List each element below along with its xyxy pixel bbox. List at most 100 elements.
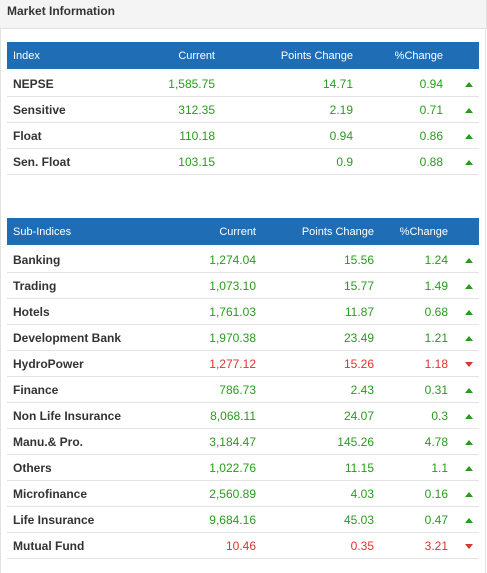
table-row: Sensitive 312.35 2.19 0.71 (7, 96, 479, 123)
triangle-up-icon (465, 439, 473, 445)
table-row: Life Insurance 9,684.16 45.03 0.47 (7, 506, 479, 533)
row-pct-change: 0.88 (359, 148, 449, 175)
row-current: 1,970.38 (162, 324, 262, 351)
table-row: Non Life Insurance 8,068.11 24.07 0.3 (7, 402, 479, 429)
row-points-change: 23.49 (262, 324, 380, 351)
panel-header: Market Information (0, 0, 487, 29)
row-current: 110.18 (119, 122, 221, 149)
row-current: 9,684.16 (162, 506, 262, 533)
row-points-change: 15.56 (262, 246, 380, 273)
row-trend (454, 454, 479, 481)
row-points-change: 0.35 (262, 532, 380, 559)
row-points-change: 24.07 (262, 402, 380, 429)
row-name: NEPSE (7, 70, 119, 97)
row-points-change: 2.43 (262, 376, 380, 403)
row-current: 8,068.11 (162, 402, 262, 429)
row-points-change: 15.26 (262, 350, 380, 377)
row-name: Non Life Insurance (7, 402, 162, 429)
row-points-change: 11.87 (262, 298, 380, 325)
row-trend (454, 246, 479, 273)
row-trend (454, 324, 479, 351)
row-name: Manu.& Pro. (7, 428, 162, 455)
row-points-change: 11.15 (262, 454, 380, 481)
table-row: Microfinance 2,560.89 4.03 0.16 (7, 480, 479, 507)
row-trend (449, 96, 479, 123)
row-trend (454, 272, 479, 299)
row-current: 103.15 (119, 148, 221, 175)
row-current: 1,274.04 (162, 246, 262, 273)
subindex-table: Sub-Indices Current Points Change %Chang… (7, 218, 479, 559)
row-name: Others (7, 454, 162, 481)
row-current: 1,022.76 (162, 454, 262, 481)
triangle-down-icon (465, 543, 473, 549)
row-points-change: 15.77 (262, 272, 380, 299)
column-header-points-change: Points Change (221, 42, 359, 71)
triangle-up-icon (465, 257, 473, 263)
row-trend (454, 402, 479, 429)
table-row: Mutual Fund 10.46 0.35 3.21 (7, 532, 479, 559)
row-current: 1,585.75 (119, 70, 221, 97)
row-points-change: 4.03 (262, 480, 380, 507)
row-pct-change: 0.16 (380, 480, 454, 507)
row-pct-change: 1.21 (380, 324, 454, 351)
column-header-points-change: Points Change (262, 218, 380, 247)
row-pct-change: 1.1 (380, 454, 454, 481)
table-row: Finance 786.73 2.43 0.31 (7, 376, 479, 403)
row-current: 10.46 (162, 532, 262, 559)
row-name: HydroPower (7, 350, 162, 377)
row-pct-change: 3.21 (380, 532, 454, 559)
row-current: 312.35 (119, 96, 221, 123)
triangle-up-icon (465, 491, 473, 497)
row-points-change: 45.03 (262, 506, 380, 533)
index-table-header: Index Current Points Change %Change (7, 42, 479, 71)
page-title: Market Information (7, 4, 116, 18)
row-points-change: 0.94 (221, 122, 359, 149)
row-name: Float (7, 122, 119, 149)
row-points-change: 14.71 (221, 70, 359, 97)
row-pct-change: 0.47 (380, 506, 454, 533)
row-name: Sensitive (7, 96, 119, 123)
table-row: NEPSE 1,585.75 14.71 0.94 (7, 70, 479, 97)
row-current: 1,073.10 (162, 272, 262, 299)
triangle-up-icon (465, 387, 473, 393)
row-pct-change: 0.71 (359, 96, 449, 123)
column-header-trend (454, 218, 479, 247)
row-pct-change: 1.49 (380, 272, 454, 299)
table-row: Manu.& Pro. 3,184.47 145.26 4.78 (7, 428, 479, 455)
row-pct-change: 1.24 (380, 246, 454, 273)
triangle-up-icon (465, 517, 473, 523)
column-header-pct-change: %Change (359, 42, 449, 71)
row-points-change: 2.19 (221, 96, 359, 123)
triangle-up-icon (465, 133, 473, 139)
triangle-up-icon (465, 413, 473, 419)
row-pct-change: 0.94 (359, 70, 449, 97)
row-trend (454, 376, 479, 403)
triangle-up-icon (465, 309, 473, 315)
triangle-up-icon (465, 159, 473, 165)
row-trend (449, 148, 479, 175)
row-trend (454, 298, 479, 325)
row-name: Trading (7, 272, 162, 299)
column-header-sub-indices: Sub-Indices (7, 218, 162, 247)
row-name: Sen. Float (7, 148, 119, 175)
column-header-current: Current (119, 42, 221, 71)
table-row: Hotels 1,761.03 11.87 0.68 (7, 298, 479, 325)
column-header-trend (449, 42, 479, 71)
row-points-change: 145.26 (262, 428, 380, 455)
panel-border-right (485, 28, 486, 573)
table-row: Trading 1,073.10 15.77 1.49 (7, 272, 479, 299)
row-pct-change: 0.3 (380, 402, 454, 429)
row-current: 786.73 (162, 376, 262, 403)
row-name: Life Insurance (7, 506, 162, 533)
table-row: Sen. Float 103.15 0.9 0.88 (7, 148, 479, 175)
triangle-up-icon (465, 81, 473, 87)
table-row: Others 1,022.76 11.15 1.1 (7, 454, 479, 481)
table-row: Development Bank 1,970.38 23.49 1.21 (7, 324, 479, 351)
row-pct-change: 1.18 (380, 350, 454, 377)
row-name: Mutual Fund (7, 532, 162, 559)
row-name: Hotels (7, 298, 162, 325)
row-name: Banking (7, 246, 162, 273)
table-row: HydroPower 1,277.12 15.26 1.18 (7, 350, 479, 377)
panel-border-left (0, 28, 1, 573)
row-trend (454, 506, 479, 533)
